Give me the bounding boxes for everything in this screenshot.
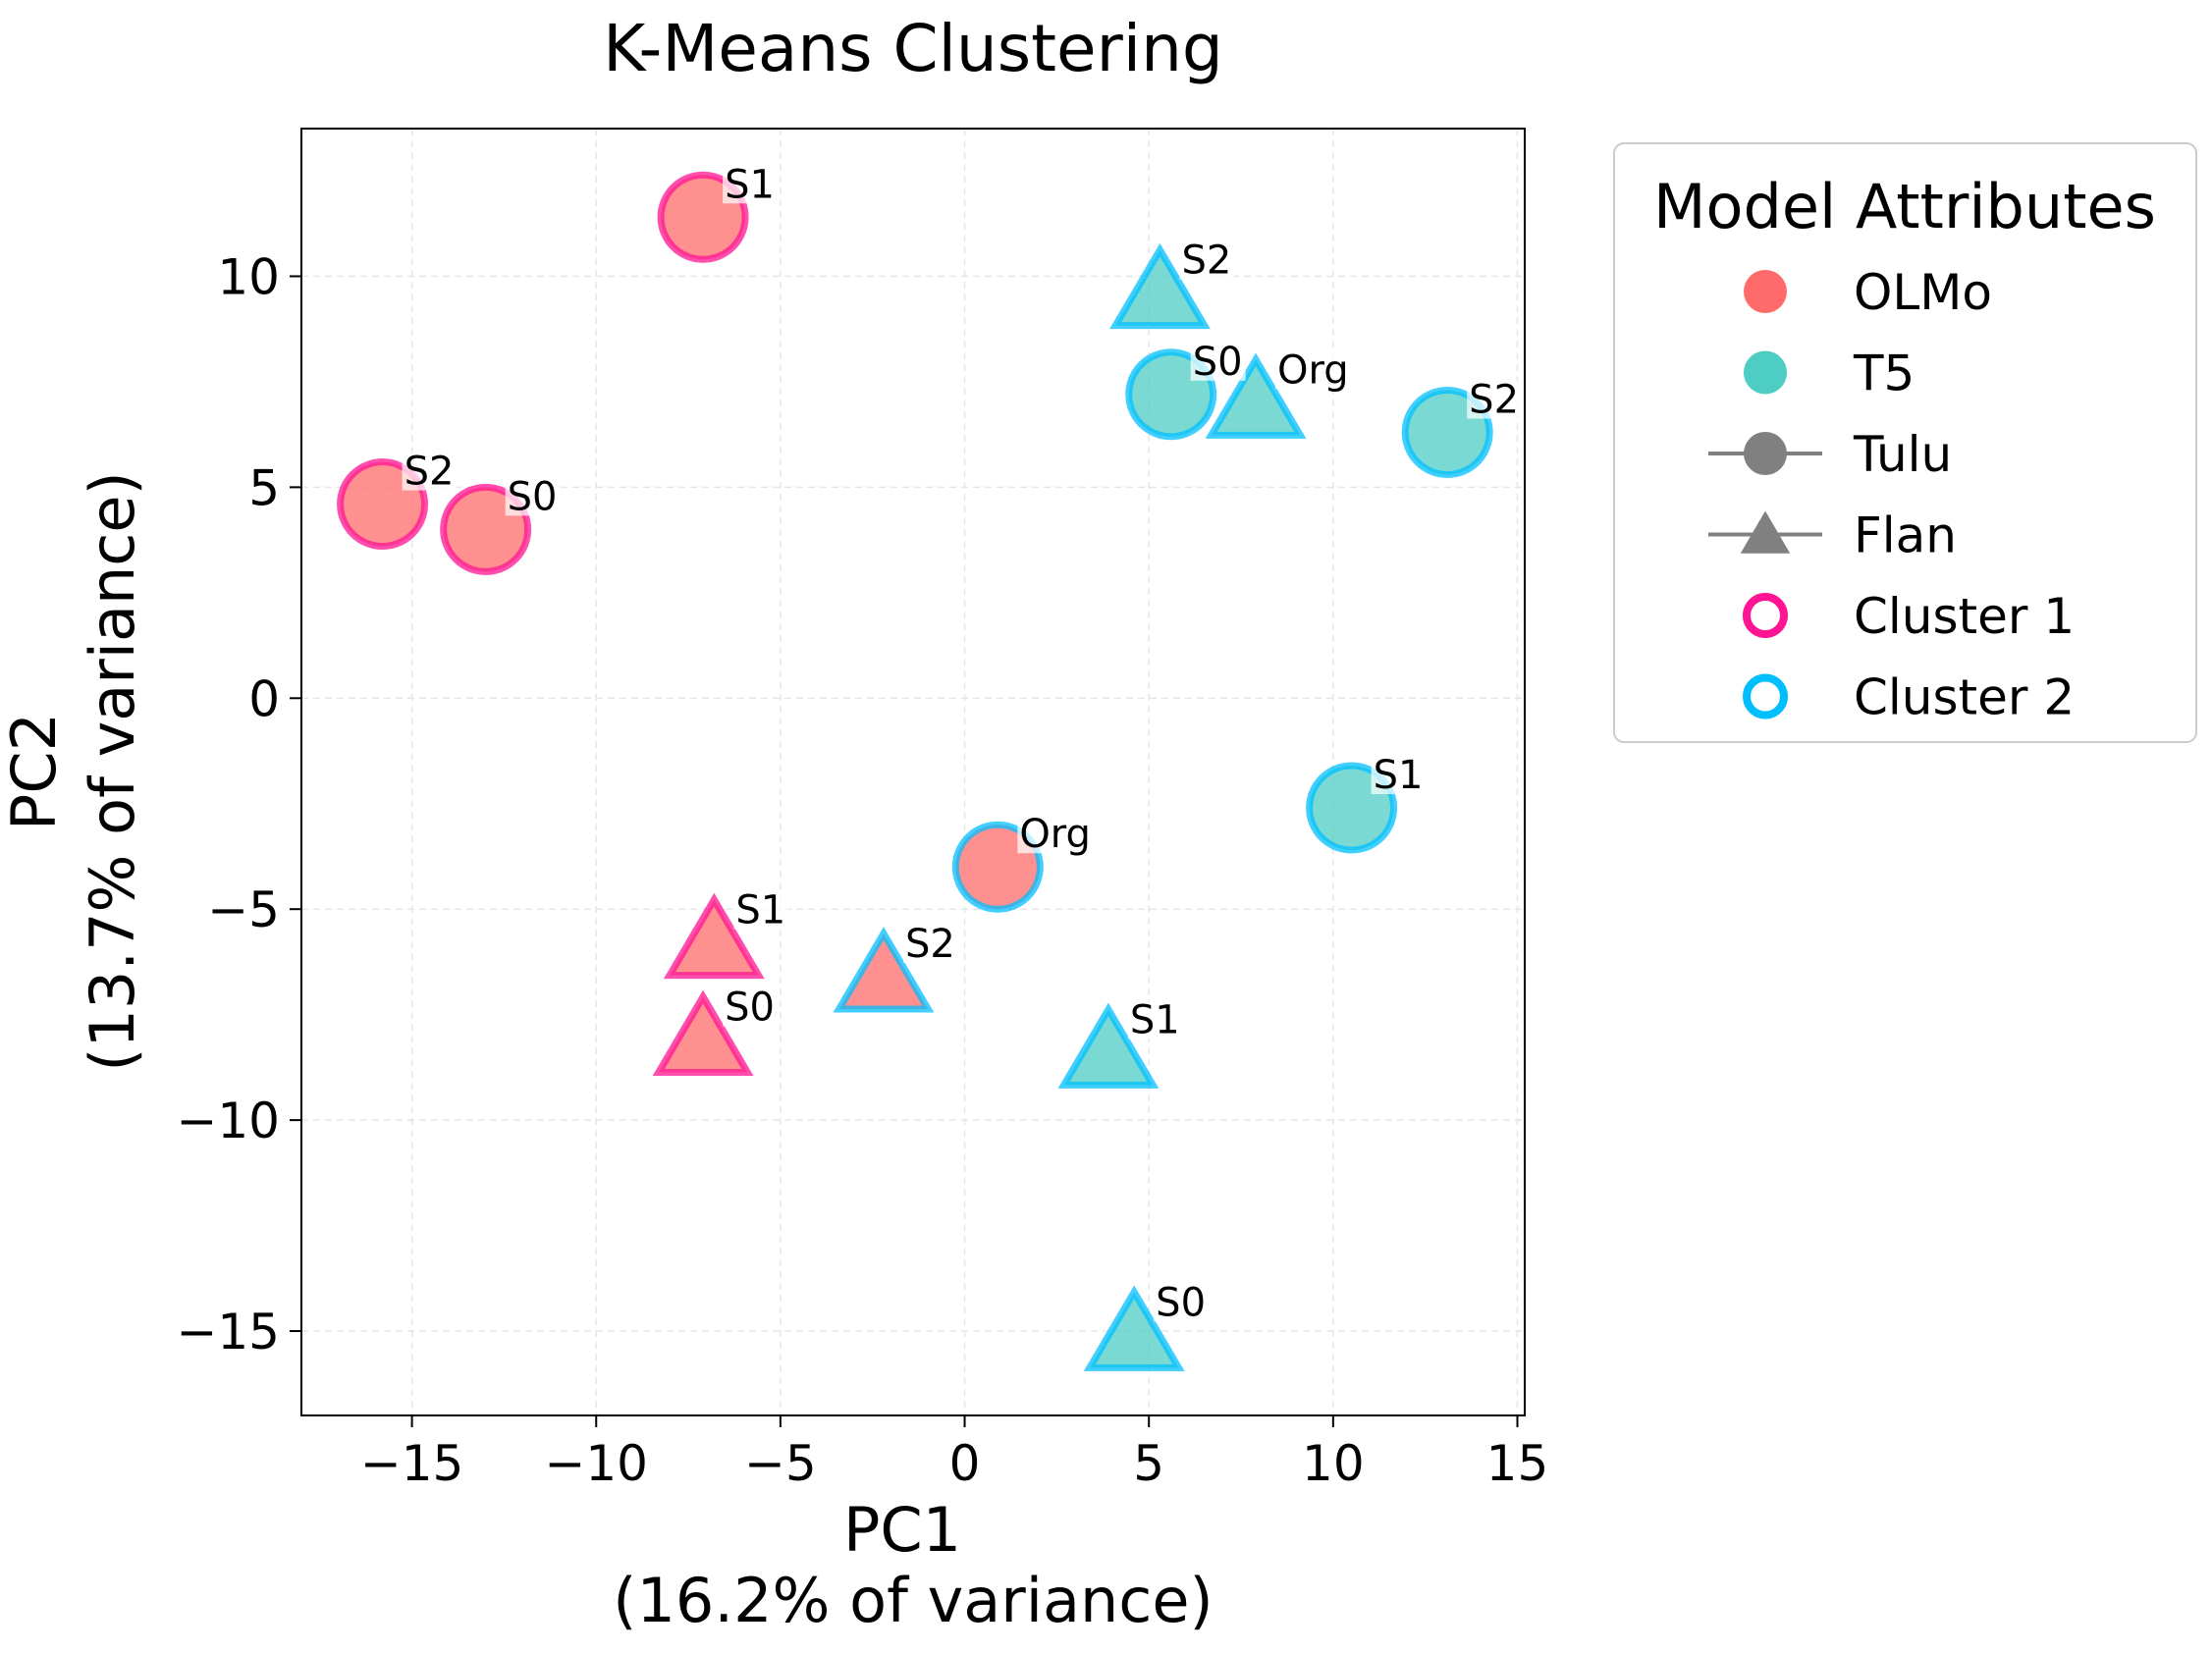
point-label: S2	[405, 450, 455, 495]
point-label-bg	[1467, 381, 1523, 419]
y-tick-label: 5	[248, 459, 280, 516]
point-label-bg	[1127, 1001, 1183, 1040]
legend: Model Attributes OLMo T5 Tulu Flan Cluster 1…	[1613, 142, 2197, 743]
point-label: S2	[1181, 239, 1231, 284]
y-tick-label: 10	[217, 248, 280, 305]
point-label: S1	[735, 888, 785, 933]
t5-flan-s1-point	[1057, 1002, 1160, 1089]
point-label-bg	[1190, 343, 1246, 381]
point-label: S1	[1374, 753, 1424, 798]
point-label: S0	[1193, 340, 1243, 385]
point-label: S1	[725, 162, 775, 207]
legend-label: Tulu	[1853, 426, 1952, 483]
legend-entry-t5: T5	[1744, 346, 1915, 402]
point-label: Org	[1019, 812, 1091, 857]
x-tick-label: 5	[1133, 1435, 1164, 1492]
x-axis-label-line2: (16.2% of variance)	[613, 1565, 1213, 1636]
axis-ticks: −15 −10 −5 0 5 10 15 −15 −10 −5 0 5 10	[176, 248, 1548, 1492]
x-tick-label: 0	[949, 1435, 981, 1492]
olmo-flan-s0-point	[652, 989, 754, 1076]
t5-flan-s2-point	[1109, 242, 1211, 330]
point-label: Org	[1277, 347, 1349, 393]
point-label-bg	[505, 478, 561, 516]
legend-entries: OLMo T5 Tulu Flan Cluster 1 Cluster 2	[1708, 264, 2075, 726]
legend-label: T5	[1853, 346, 1915, 402]
legend-title: Model Attributes	[1653, 171, 2156, 242]
legend-marker	[1744, 270, 1787, 313]
legend-marker	[1743, 593, 1788, 638]
point-label-bg	[1371, 757, 1427, 795]
x-tick-label: −15	[360, 1435, 464, 1492]
data-points	[337, 171, 1493, 1371]
point-label-bg	[1275, 351, 1356, 390]
legend-label: Cluster 1	[1854, 588, 2075, 645]
t5-flan-s0-point	[1083, 1285, 1185, 1371]
x-axis-label-line1: PC1	[843, 1494, 961, 1566]
point-label-bg	[1179, 241, 1235, 280]
legend-marker	[1743, 673, 1788, 720]
x-tick-label: 10	[1302, 1435, 1365, 1492]
olmo-flan-s1-point	[663, 892, 765, 980]
y-tick-label: 0	[248, 670, 280, 727]
point-label: S1	[1130, 997, 1180, 1042]
legend-entry-olmo: OLMo	[1744, 264, 1992, 321]
point-label-bg	[1017, 816, 1098, 854]
point-label-bg	[902, 925, 958, 963]
legend-marker	[1744, 432, 1787, 475]
point-label-bg	[1154, 1284, 1210, 1322]
legend-entry-flan: Flan	[1708, 507, 1957, 564]
legend-label: Cluster 2	[1854, 669, 2075, 726]
point-label-bg	[733, 891, 789, 930]
point-label-bg	[402, 453, 458, 491]
x-tick-label: 15	[1486, 1435, 1549, 1492]
point-label: S2	[905, 922, 955, 967]
x-tick-label: −5	[744, 1435, 817, 1492]
point-label-bg	[723, 166, 779, 204]
legend-marker	[1740, 510, 1791, 554]
point-labels: S1 S2 S0 Org S1 S0 S2 S2 S0 Org S2 S1 S1 S0	[402, 162, 1523, 1325]
point-label-bg	[723, 988, 779, 1027]
legend-label: OLMo	[1854, 264, 1992, 321]
grid	[301, 129, 1525, 1415]
y-tick-label: −10	[176, 1093, 280, 1149]
legend-entry-cluster-2: Cluster 2	[1743, 669, 2075, 726]
legend-label: Flan	[1854, 507, 1957, 564]
plot-frame	[300, 128, 1526, 1416]
chart-title: K-Means Clustering	[603, 11, 1223, 86]
point-label: S0	[508, 474, 558, 519]
olmo-flan-s2-point	[833, 927, 935, 1013]
y-axis-label-line2: (13.7% of variance)	[77, 471, 148, 1071]
y-tick-label: −15	[176, 1304, 280, 1360]
legend-entry-tulu: Tulu	[1708, 426, 1952, 483]
legend-marker	[1744, 350, 1787, 395]
point-label: S0	[725, 985, 775, 1030]
t5-flan-org-point	[1205, 352, 1307, 439]
point-label: S2	[1469, 377, 1519, 422]
legend-entry-cluster-1: Cluster 1	[1743, 588, 2075, 645]
y-tick-label: −5	[207, 881, 280, 938]
point-label: S0	[1156, 1280, 1206, 1325]
y-axis-label-line1: PC2	[0, 713, 70, 830]
x-tick-label: −10	[544, 1435, 648, 1492]
